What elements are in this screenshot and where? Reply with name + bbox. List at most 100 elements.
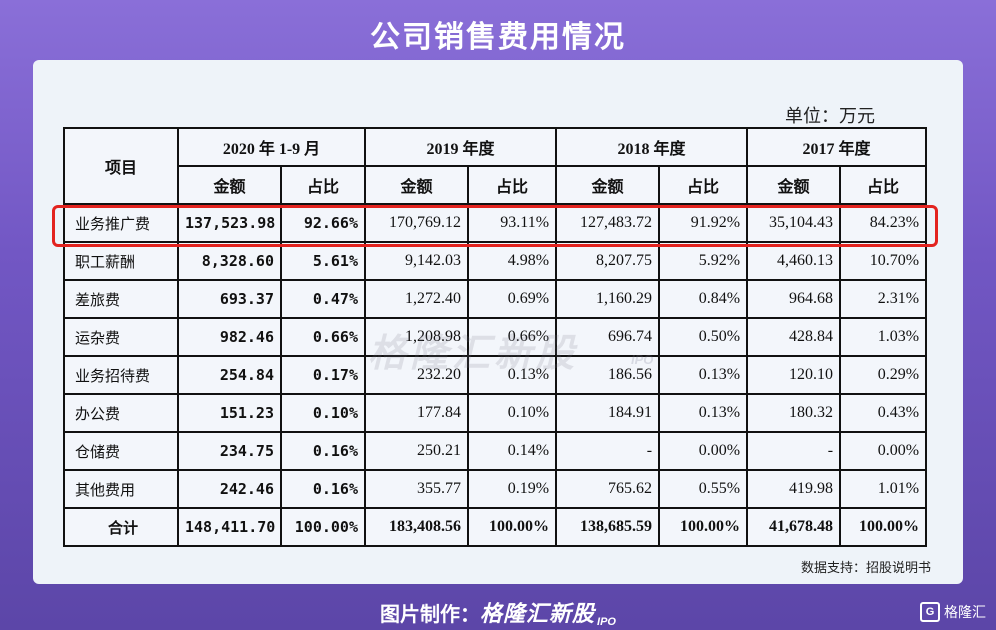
- row-label: 合计: [63, 507, 179, 547]
- cell-share: 0.16%: [280, 431, 366, 471]
- cell-share: 0.16%: [280, 469, 366, 509]
- cell-amount: 186.56: [555, 355, 661, 395]
- cell-share: 0.66%: [466, 317, 558, 357]
- row-label: 业务招待费: [63, 355, 179, 395]
- cell-share: 1.03%: [839, 317, 928, 357]
- table-row: 职工薪酬 8,328.60 5.61% 9,142.03 4.98% 8,207.75 5.…: [63, 241, 928, 281]
- cell-share: 0.10%: [466, 393, 558, 433]
- row-label: 差旅费: [63, 279, 179, 319]
- cell-share: 0.66%: [280, 317, 366, 357]
- cell-amount: 177.84: [364, 393, 469, 433]
- cell-share: 0.10%: [280, 393, 366, 433]
- cell-amount: 1,160.29: [555, 279, 661, 319]
- cell-amount: -: [746, 431, 842, 471]
- cell-amount: 35,104.43: [746, 203, 842, 243]
- cell-share: 10.70%: [839, 241, 928, 281]
- cell-amount: 765.62: [555, 469, 661, 509]
- cell-share: 0.13%: [658, 393, 749, 433]
- table-row: 业务招待费 254.84 0.17% 232.20 0.13% 186.56 0.13% 12…: [63, 355, 928, 395]
- cell-amount: 964.68: [746, 279, 842, 319]
- header-amount: 金额: [746, 165, 842, 205]
- cell-share: 0.29%: [839, 355, 928, 395]
- cell-amount: 183,408.56: [364, 507, 469, 547]
- source-note: 数据支持：招股说明书: [800, 560, 931, 575]
- header-share: 占比: [280, 165, 366, 205]
- header-amount: 金额: [555, 165, 661, 205]
- cell-amount: 170,769.12: [364, 203, 469, 243]
- cell-amount: 138,685.59: [555, 507, 661, 547]
- cell-share: 0.19%: [466, 469, 558, 509]
- cell-share: 0.00%: [658, 431, 749, 471]
- row-label: 其他费用: [63, 469, 179, 509]
- cell-amount: 232.20: [364, 355, 469, 395]
- cell-amount: 8,207.75: [555, 241, 661, 281]
- corner-logo: G 格隆汇: [920, 602, 986, 622]
- footer-credit: 图片制作：格隆汇新股 IPO: [0, 596, 996, 628]
- cell-share: 0.00%: [839, 431, 928, 471]
- cell-amount: 419.98: [746, 469, 842, 509]
- cell-amount: 234.75: [177, 431, 282, 471]
- row-label: 职工薪酬: [63, 241, 179, 281]
- cell-amount: 148,411.70: [177, 507, 282, 547]
- page-title: 公司销售费用情况: [370, 21, 626, 54]
- cell-amount: 428.84: [746, 317, 842, 357]
- cell-share: 0.13%: [658, 355, 749, 395]
- header-share: 占比: [466, 165, 558, 205]
- cell-amount: -: [555, 431, 661, 471]
- header-period: 2020 年 1-9 月: [177, 127, 366, 167]
- row-label: 运杂费: [63, 317, 179, 357]
- cell-share: 100.00%: [658, 507, 749, 547]
- cell-share: 2.31%: [839, 279, 928, 319]
- table-row: 业务推广费 137,523.98 92.66% 170,769.12 93.11% 127…: [63, 203, 928, 243]
- cell-amount: 242.46: [177, 469, 282, 509]
- cell-share: 4.98%: [466, 241, 558, 281]
- cell-share: 0.17%: [280, 355, 366, 395]
- header-amount: 金额: [177, 165, 282, 205]
- cell-share: 0.50%: [658, 317, 749, 357]
- cell-share: 0.14%: [466, 431, 558, 471]
- cell-amount: 137,523.98: [177, 203, 282, 243]
- cell-share: 84.23%: [839, 203, 928, 243]
- cell-amount: 250.21: [364, 431, 469, 471]
- cell-amount: 151.23: [177, 393, 282, 433]
- cell-share: 100.00%: [280, 507, 366, 547]
- cell-amount: 1,272.40: [364, 279, 469, 319]
- cell-amount: 120.10: [746, 355, 842, 395]
- footer-ipo: IPO: [597, 616, 616, 628]
- header-period: 2019 年度: [363, 127, 558, 167]
- cell-amount: 127,483.72: [555, 203, 661, 243]
- header-item: 项目: [63, 127, 179, 205]
- cell-amount: 355.77: [364, 469, 469, 509]
- table-row: 办公费 151.23 0.10% 177.84 0.10% 184.91 0.13% 180.…: [63, 393, 928, 433]
- cell-share: 0.13%: [466, 355, 558, 395]
- footer-label: 图片制作：: [380, 604, 481, 626]
- cell-share: 100.00%: [839, 507, 928, 547]
- cell-amount: 8,328.60: [177, 241, 282, 281]
- sales-expense-table: 项目 2020 年 1-9 月 2019 年度 2018 年度 2017 年度 …: [63, 127, 928, 547]
- footer-brand: 格隆汇新股: [480, 601, 596, 626]
- logo-icon: G: [920, 602, 940, 622]
- table-row: 差旅费 693.37 0.47% 1,272.40 0.69% 1,160.29 0.84%…: [63, 279, 928, 319]
- header-share: 占比: [658, 165, 749, 205]
- cell-amount: 180.32: [746, 393, 842, 433]
- cell-share: 0.47%: [280, 279, 366, 319]
- cell-amount: 9,142.03: [364, 241, 469, 281]
- table-body: 业务推广费 137,523.98 92.66% 170,769.12 93.11% 127…: [63, 203, 928, 547]
- cell-share: 91.92%: [658, 203, 749, 243]
- cell-share: 0.55%: [658, 469, 749, 509]
- cell-amount: 4,460.13: [746, 241, 842, 281]
- cell-share: 92.66%: [280, 203, 366, 243]
- header-share: 占比: [839, 165, 928, 205]
- cell-amount: 184.91: [555, 393, 661, 433]
- unit-label: 单位：万元: [785, 106, 875, 126]
- cell-amount: 693.37: [177, 279, 282, 319]
- row-label: 办公费: [63, 393, 179, 433]
- row-label: 业务推广费: [63, 203, 179, 243]
- cell-share: 93.11%: [466, 203, 558, 243]
- table-row: 合计 148,411.70 100.00% 183,408.56 100.00% 138,…: [63, 507, 928, 547]
- cell-amount: 254.84: [177, 355, 282, 395]
- header-amount: 金额: [364, 165, 469, 205]
- cell-share: 0.43%: [839, 393, 928, 433]
- table-row: 其他费用 242.46 0.16% 355.77 0.19% 765.62 0.55% 419…: [63, 469, 928, 509]
- cell-amount: 1,208.98: [364, 317, 469, 357]
